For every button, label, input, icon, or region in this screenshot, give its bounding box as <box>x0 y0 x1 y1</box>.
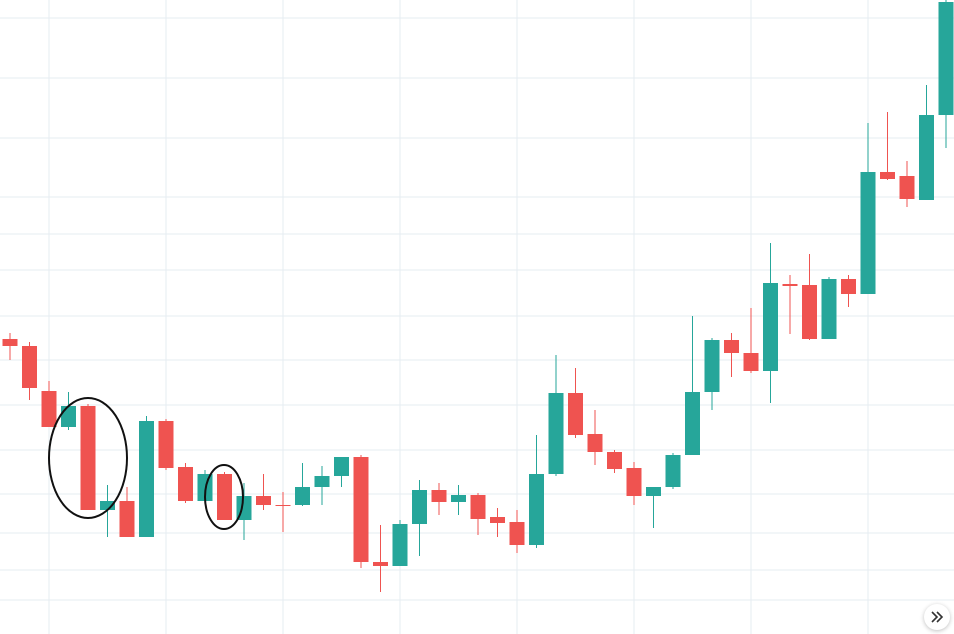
candle-body <box>490 517 505 523</box>
annotation-circle <box>48 397 128 519</box>
candle-body <box>938 2 954 115</box>
candle-body <box>509 522 525 545</box>
candle-body <box>821 279 837 339</box>
candle-body <box>899 176 915 199</box>
candle-body <box>841 279 856 294</box>
candle-body <box>334 457 349 476</box>
candle-body <box>568 393 583 435</box>
candle-body <box>470 495 486 519</box>
candle-body <box>178 467 193 501</box>
candle-body <box>665 455 681 487</box>
scroll-to-realtime-button[interactable] <box>924 604 950 630</box>
candle-body <box>119 501 135 537</box>
candle-body <box>314 476 330 487</box>
chevron-icon <box>931 611 944 623</box>
candle-body <box>548 393 564 474</box>
candle-body <box>256 496 271 505</box>
candle-body <box>919 115 934 200</box>
candle-body <box>587 434 603 452</box>
candle-body <box>724 340 739 353</box>
candle-body <box>412 490 427 524</box>
candle-body <box>100 501 115 510</box>
candle-body <box>763 283 778 371</box>
candle-body <box>646 487 661 496</box>
candle-body <box>451 495 466 502</box>
candle-body <box>139 421 154 537</box>
candle-body <box>431 490 447 502</box>
candle-body <box>80 406 96 510</box>
candle-body <box>860 172 876 294</box>
candle-body <box>2 339 18 346</box>
candle-body <box>685 392 700 455</box>
candle-body <box>802 285 817 339</box>
candle-body <box>626 468 642 496</box>
candle-body <box>880 172 895 179</box>
candle-body <box>22 346 37 388</box>
candle-body <box>41 391 57 427</box>
candle-body <box>61 406 76 427</box>
candle-body <box>158 421 174 468</box>
candles <box>2 0 954 592</box>
annotation-circle <box>204 464 244 530</box>
candle-body <box>529 474 544 545</box>
candle-body <box>392 524 408 566</box>
candle-body <box>607 452 622 469</box>
candle-body <box>275 505 291 506</box>
candle-body <box>782 284 798 286</box>
candle-body <box>353 457 369 562</box>
candle-body <box>704 340 720 392</box>
candle-body <box>373 562 388 566</box>
candle-body <box>217 474 232 520</box>
candle-body <box>295 487 310 505</box>
candle-body <box>743 353 759 371</box>
